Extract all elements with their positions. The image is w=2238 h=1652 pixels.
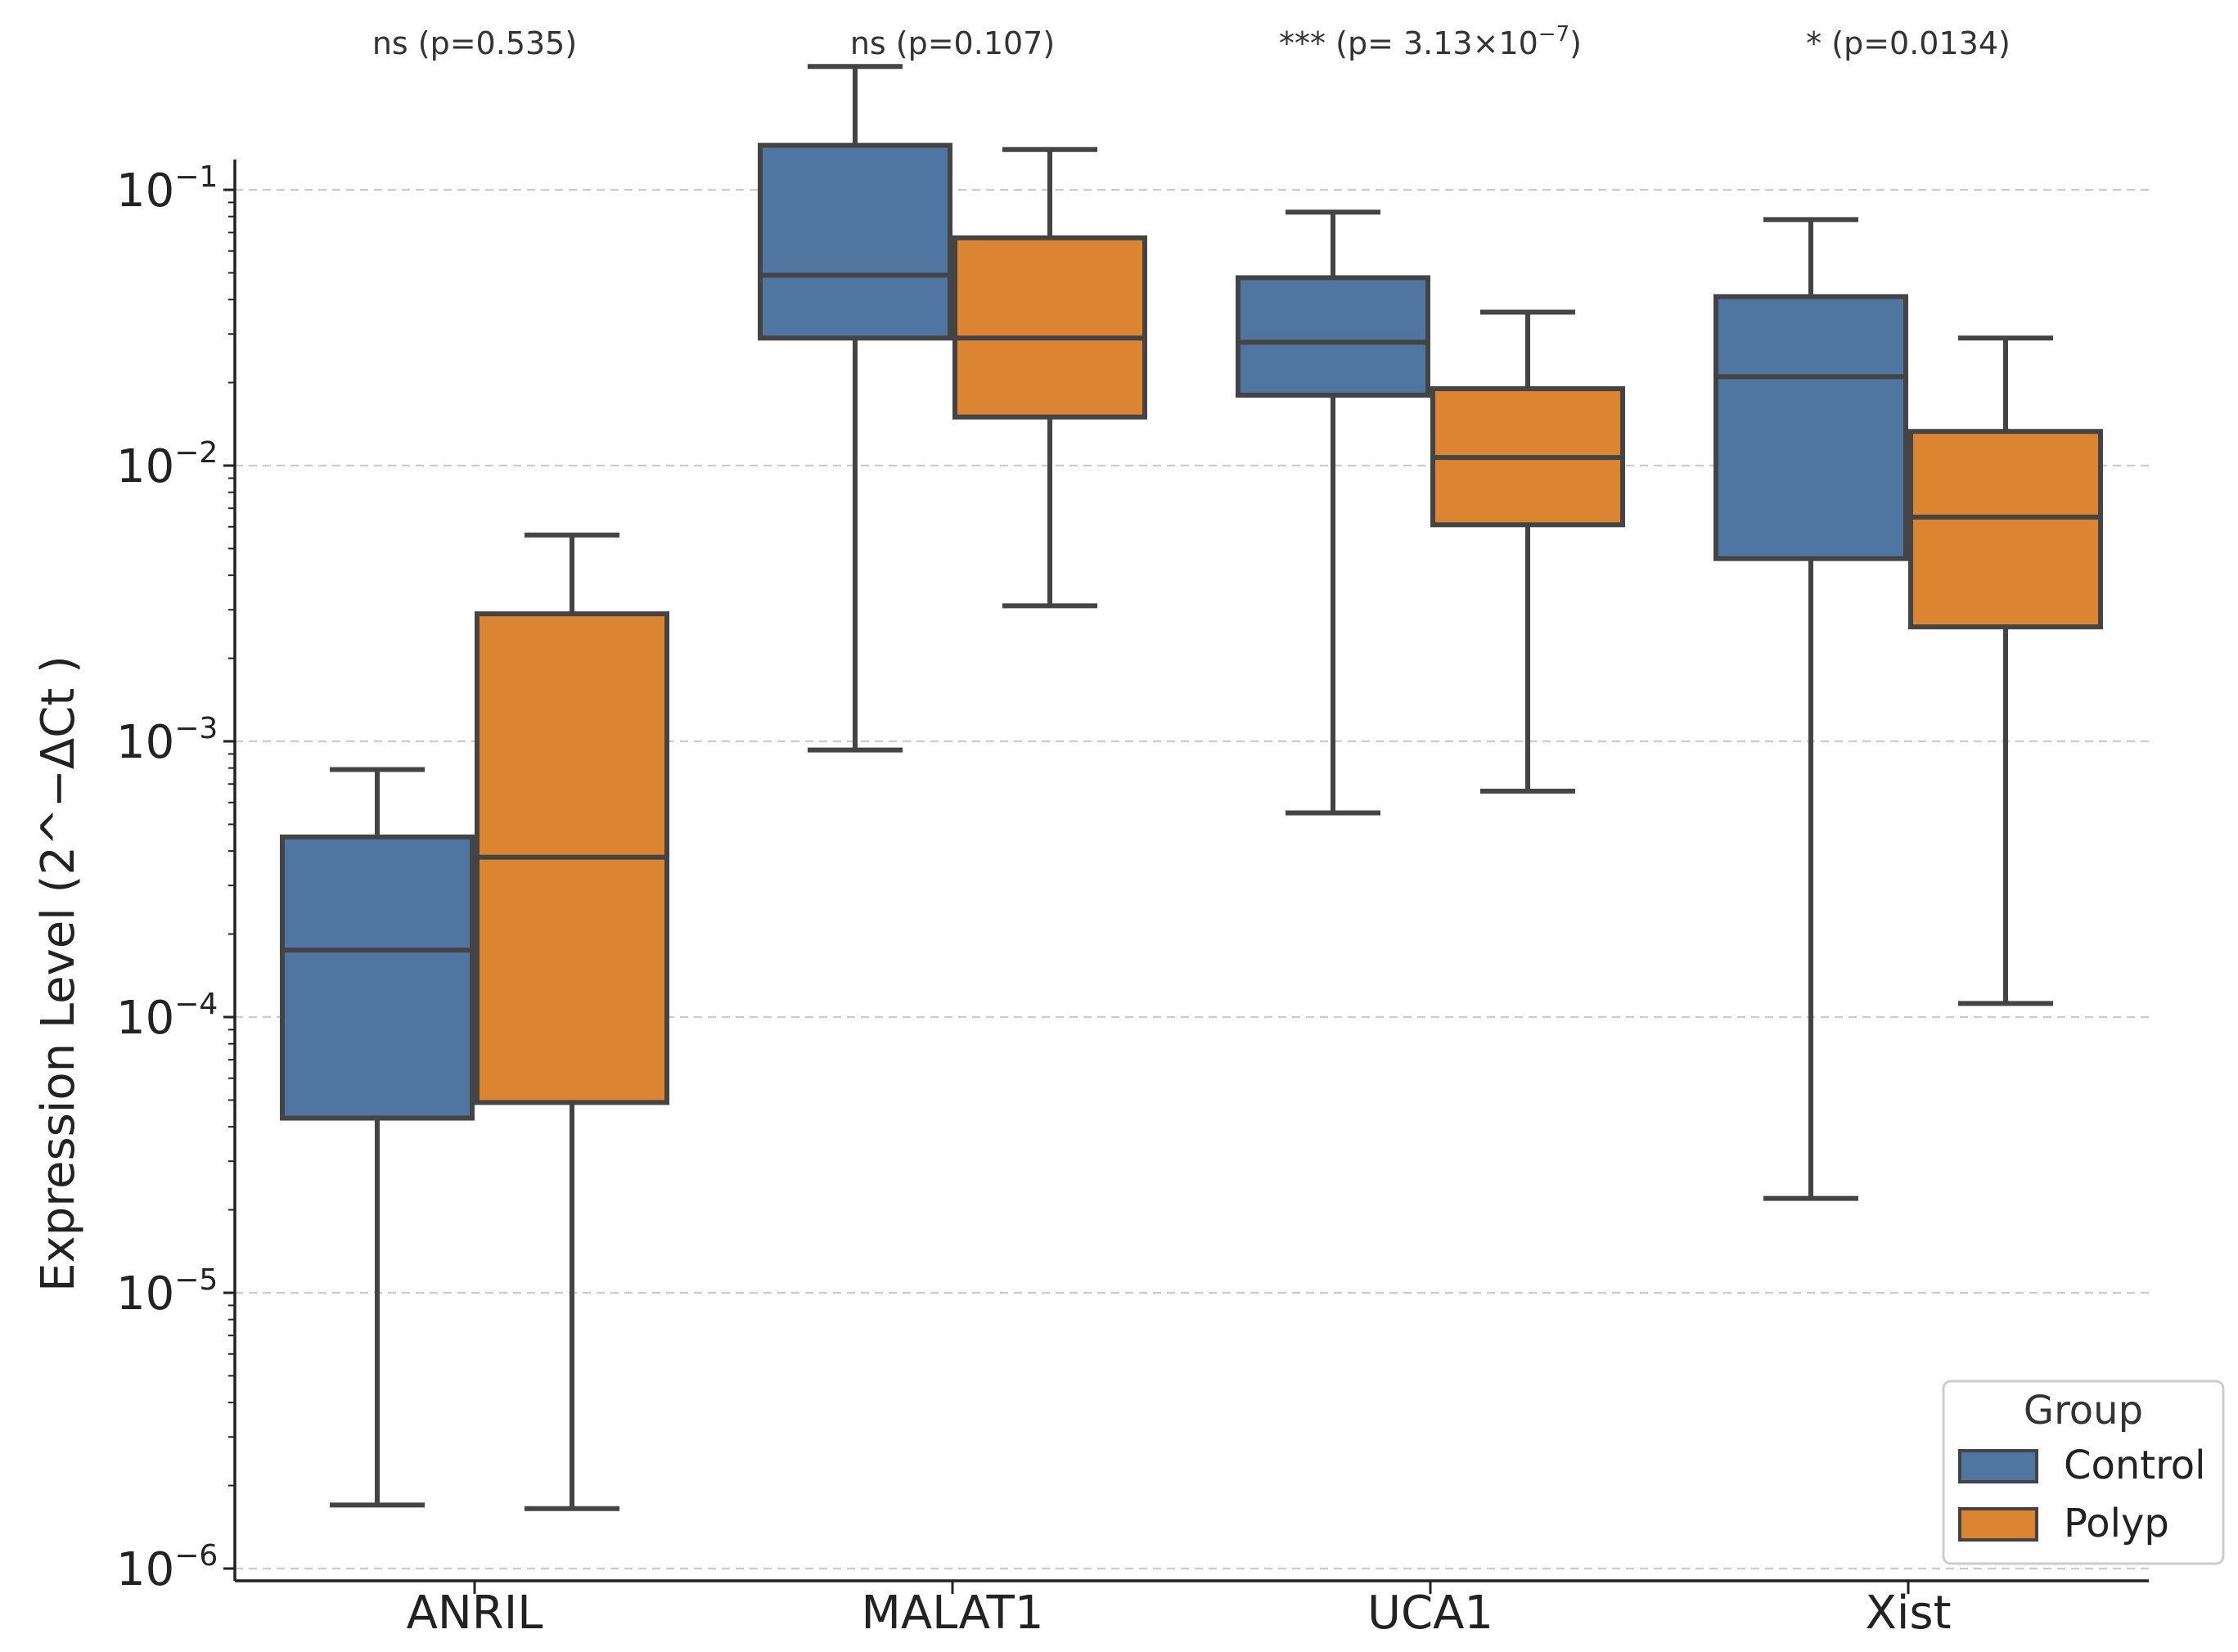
x-tick-label: Xist <box>1865 1587 1951 1640</box>
x-tick-label: MALAT1 <box>862 1587 1044 1640</box>
y-tick-label: 10−2 <box>116 436 218 493</box>
box-xist-control <box>1713 217 1908 1201</box>
iqr-box <box>1236 275 1430 398</box>
axes <box>233 160 2149 1582</box>
box-uca1-polyp <box>1430 309 1625 794</box>
iqr-box <box>758 142 952 341</box>
iqr-box <box>1713 294 1908 561</box>
significance-label: ns (p=0.107) <box>850 25 1055 61</box>
y-tick-label: 10−1 <box>116 160 218 218</box>
box-anril-control <box>280 767 475 1508</box>
legend-swatch-polyp <box>1958 1507 2038 1542</box>
y-tick-label: 10−3 <box>116 712 218 769</box>
legend-label-control: Control <box>2064 1443 2206 1488</box>
significance-annotations: ns (p=0.535) ns (p=0.107) *** (p= 3.13×10−… <box>372 22 2011 61</box>
y-ticks: 10−6 10−5 10−4 10−3 10−2 10−1 <box>116 160 235 1596</box>
box-malat1-control <box>758 64 952 753</box>
significance-label: *** (p= 3.13×10−7) <box>1279 22 1582 61</box>
x-ticks: ANRIL MALAT1 UCA1 Xist <box>407 1581 1952 1640</box>
x-tick-label: UCA1 <box>1367 1587 1493 1640</box>
iqr-box <box>952 235 1147 420</box>
y-tick-label: 10−5 <box>116 1263 218 1321</box>
box-malat1-polyp <box>952 146 1147 609</box>
legend-swatch-control <box>1958 1449 2038 1483</box>
legend: Group Control Polyp <box>1942 1380 2225 1565</box>
significance-label: * (p=0.0134) <box>1806 25 2011 61</box>
box-uca1-control <box>1236 209 1430 816</box>
significance-label: ns (p=0.535) <box>372 25 577 61</box>
iqr-box <box>280 834 475 1121</box>
y-axis-label: Expression Level (2^−ΔCt ) <box>32 655 85 1292</box>
x-tick-label: ANRIL <box>407 1587 543 1640</box>
box-xist-polyp <box>1908 335 2103 1006</box>
box-anril-polyp <box>475 532 669 1511</box>
boxes <box>280 64 2103 1511</box>
y-tick-label: 10−6 <box>116 1539 218 1596</box>
legend-title: Group <box>2024 1388 2143 1434</box>
iqr-box <box>1908 429 2103 630</box>
legend-label-polyp: Polyp <box>2064 1501 2169 1546</box>
y-tick-label: 10−4 <box>116 988 218 1045</box>
